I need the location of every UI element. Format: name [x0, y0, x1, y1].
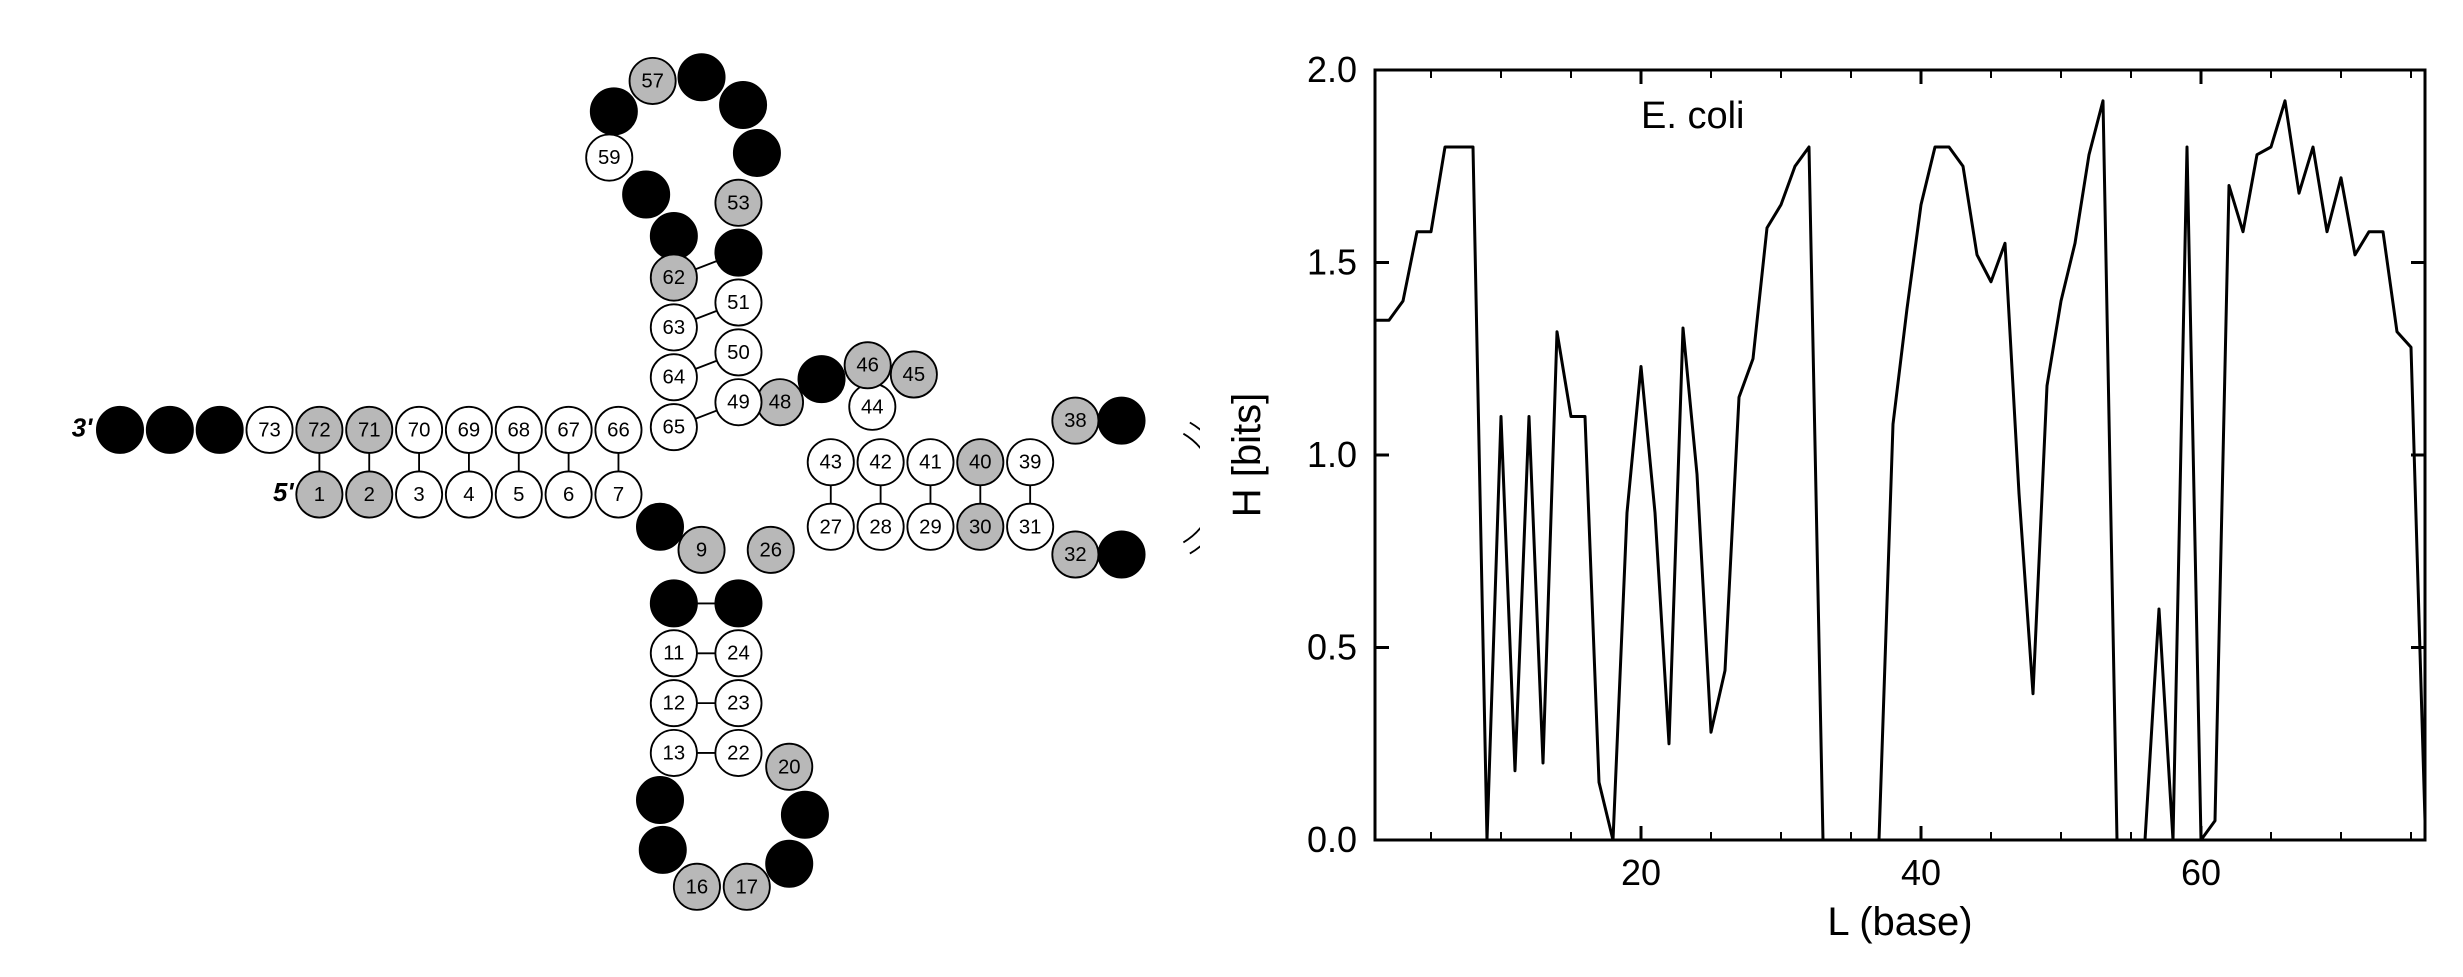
node-label-50: 50 — [727, 342, 750, 364]
node-label-63: 63 — [663, 317, 686, 339]
node-label-23: 23 — [727, 693, 750, 715]
node-label-44: 44 — [861, 396, 884, 418]
xtick-20: 20 — [1621, 852, 1661, 893]
node-label-32: 32 — [1064, 544, 1087, 566]
ytick-1: 1.0 — [1307, 434, 1357, 475]
node-label-20: 20 — [778, 756, 801, 778]
node-label-62: 62 — [663, 267, 686, 289]
ytick-2: 2.0 — [1307, 49, 1357, 90]
node-label-24: 24 — [727, 643, 750, 665]
node-25 — [715, 580, 761, 626]
node-label-68: 68 — [507, 419, 530, 441]
five-prime-label: 5' — [273, 479, 294, 507]
node-label-40: 40 — [969, 452, 992, 474]
node-label-3: 3 — [413, 484, 424, 506]
node-label-59: 59 — [598, 147, 621, 169]
ytick-1.5: 1.5 — [1307, 242, 1357, 283]
node-8 — [637, 504, 683, 550]
node-label-41: 41 — [919, 452, 942, 474]
node-47 — [798, 356, 844, 402]
node-61 — [651, 213, 697, 259]
node-label-26: 26 — [759, 539, 782, 561]
y-axis-label: H [bits] — [1225, 393, 1269, 517]
node-label-31: 31 — [1019, 516, 1042, 538]
node-label-1: 1 — [314, 484, 325, 506]
node-33 — [1098, 531, 1144, 577]
ytick-0: 0.0 — [1307, 819, 1357, 860]
trna-structure-diagram: 7372717069686766123456791112131617202223… — [0, 0, 1200, 977]
node-label-27: 27 — [819, 516, 842, 538]
node-label-7: 7 — [613, 484, 624, 506]
three-prime-label: 3' — [72, 414, 93, 442]
node-label-29: 29 — [919, 516, 942, 538]
chart-svg: 0.0 0.5 1.0 1.5 2.0 20 40 60 L (base) H [bits] E. … — [1200, 0, 2463, 977]
node-label-45: 45 — [903, 364, 926, 386]
nodes: 7372717069686766123456791112131617202223… — [97, 54, 1145, 910]
node-55 — [720, 82, 766, 128]
node-label-5: 5 — [513, 484, 524, 506]
node-14 — [637, 777, 683, 823]
node-19 — [782, 792, 828, 838]
node-label-49: 49 — [727, 392, 750, 414]
node-label-16: 16 — [686, 876, 709, 898]
node-56 — [678, 54, 724, 100]
node-label-22: 22 — [727, 742, 750, 764]
figure-page: 7372717069686766123456791112131617202223… — [0, 0, 2463, 977]
node-label-51: 51 — [727, 292, 750, 314]
node-52 — [715, 230, 761, 276]
trna-svg: 7372717069686766123456791112131617202223… — [0, 0, 1200, 977]
x-axis-label: L (base) — [1827, 900, 1972, 944]
node-10 — [651, 580, 697, 626]
node-label-53: 53 — [727, 192, 750, 214]
node-3pC — [197, 407, 243, 453]
node-label-71: 71 — [358, 419, 381, 441]
node-label-42: 42 — [869, 452, 892, 474]
node-58 — [591, 88, 637, 134]
xtick-60: 60 — [2181, 852, 2221, 893]
entropy-chart: 0.0 0.5 1.0 1.5 2.0 20 40 60 L (base) H [bits] E. … — [1200, 0, 2463, 977]
node-label-48: 48 — [769, 392, 792, 414]
node-label-66: 66 — [607, 419, 630, 441]
node-label-70: 70 — [408, 419, 431, 441]
node-label-28: 28 — [869, 516, 892, 538]
node-label-38: 38 — [1064, 410, 1087, 432]
node-3pB — [147, 407, 193, 453]
node-label-12: 12 — [663, 693, 686, 715]
node-label-39: 39 — [1019, 452, 1042, 474]
node-label-65: 65 — [663, 417, 686, 439]
node-60 — [623, 171, 669, 217]
node-label-17: 17 — [735, 876, 758, 898]
node-label-13: 13 — [663, 742, 686, 764]
chart-annotation: E. coli — [1641, 95, 1744, 137]
entropy-line — [1375, 101, 2425, 840]
node-label-67: 67 — [557, 419, 580, 441]
node-label-72: 72 — [308, 419, 331, 441]
node-label-43: 43 — [819, 452, 842, 474]
node-label-4: 4 — [463, 484, 474, 506]
node-37 — [1098, 398, 1144, 444]
node-label-57: 57 — [641, 70, 664, 92]
node-label-2: 2 — [364, 484, 375, 506]
node-54 — [734, 130, 780, 176]
node-18 — [766, 841, 812, 887]
node-label-73: 73 — [258, 419, 281, 441]
node-3pA — [97, 407, 143, 453]
node-label-30: 30 — [969, 516, 992, 538]
plot-border — [1375, 70, 2425, 840]
ytick-0.5: 0.5 — [1307, 627, 1357, 668]
node-label-9: 9 — [696, 539, 707, 561]
node-label-64: 64 — [663, 367, 686, 389]
variable-arc-inner — [1183, 434, 1200, 543]
node-label-11: 11 — [663, 643, 684, 665]
xtick-40: 40 — [1901, 852, 1941, 893]
node-label-6: 6 — [563, 484, 574, 506]
node-15 — [640, 827, 686, 873]
node-label-46: 46 — [856, 355, 879, 377]
node-label-69: 69 — [458, 419, 481, 441]
